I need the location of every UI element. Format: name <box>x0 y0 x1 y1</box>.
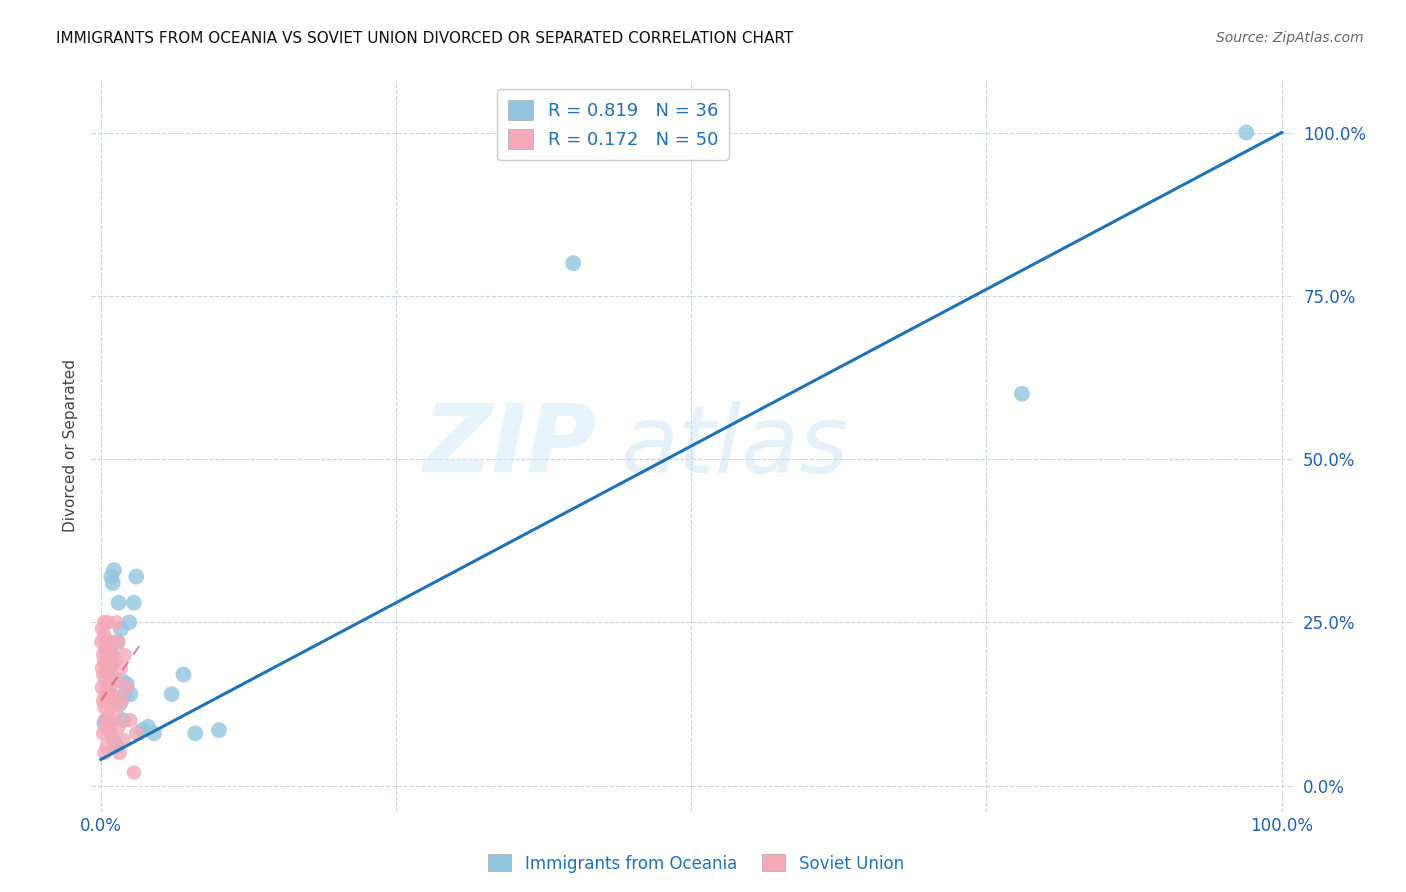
Point <box>111 674 134 689</box>
Point <box>114 687 136 701</box>
Text: ZIP: ZIP <box>423 400 596 492</box>
Point <box>105 674 128 689</box>
Point <box>91 648 114 662</box>
Point <box>122 596 145 610</box>
Point <box>93 746 115 760</box>
Point <box>94 687 117 701</box>
Point <box>91 726 114 740</box>
Point <box>97 615 120 630</box>
Point <box>105 739 128 754</box>
Point <box>125 726 148 740</box>
Point <box>98 720 121 734</box>
Point <box>120 714 142 728</box>
Point <box>114 648 136 662</box>
Point <box>93 700 115 714</box>
Point <box>184 726 207 740</box>
Point <box>100 648 122 662</box>
Point <box>94 714 117 728</box>
Point <box>98 681 121 695</box>
Point <box>93 655 115 669</box>
Point <box>97 648 120 662</box>
Point <box>91 622 114 636</box>
Point <box>1011 386 1033 401</box>
Point <box>112 714 135 728</box>
Point <box>120 687 142 701</box>
Point <box>104 736 127 750</box>
Point <box>115 681 138 695</box>
Legend: Immigrants from Oceania, Soviet Union: Immigrants from Oceania, Soviet Union <box>481 847 911 880</box>
Point <box>111 694 134 708</box>
Point <box>115 677 138 691</box>
Point <box>97 638 120 652</box>
Point <box>94 674 117 689</box>
Text: atlas: atlas <box>620 401 849 491</box>
Point <box>91 694 114 708</box>
Point <box>131 723 153 737</box>
Point <box>97 687 120 701</box>
Point <box>160 687 183 701</box>
Point <box>90 635 112 649</box>
Point <box>98 700 121 714</box>
Point <box>94 641 117 656</box>
Point <box>91 661 114 675</box>
Point <box>118 615 141 630</box>
Point <box>93 628 115 642</box>
Point <box>108 746 131 760</box>
Point <box>96 661 118 675</box>
Point <box>93 615 115 630</box>
Text: Source: ZipAtlas.com: Source: ZipAtlas.com <box>1216 31 1364 45</box>
Point <box>96 635 118 649</box>
Point <box>110 622 132 636</box>
Point <box>208 723 231 737</box>
Point <box>562 256 585 270</box>
Point <box>101 687 124 701</box>
Point <box>98 657 121 672</box>
Point <box>105 615 128 630</box>
Point <box>98 714 121 728</box>
Y-axis label: Divorced or Separated: Divorced or Separated <box>63 359 79 533</box>
Point <box>122 765 145 780</box>
Point <box>107 596 129 610</box>
Point <box>104 655 127 669</box>
Point <box>125 569 148 583</box>
Point <box>98 726 121 740</box>
Point <box>96 635 118 649</box>
Point <box>100 635 122 649</box>
Point <box>93 716 115 731</box>
Point <box>100 569 122 583</box>
Point <box>173 667 195 681</box>
Point <box>96 739 118 754</box>
Legend: R = 0.819   N = 36, R = 0.172   N = 50: R = 0.819 N = 36, R = 0.172 N = 50 <box>498 89 728 160</box>
Point <box>104 694 127 708</box>
Point <box>96 720 118 734</box>
Point <box>108 697 131 711</box>
Point <box>103 732 125 747</box>
Point <box>94 714 117 728</box>
Point <box>105 706 128 721</box>
Point <box>96 667 118 681</box>
Point <box>103 563 125 577</box>
Point <box>98 655 121 669</box>
Point <box>91 681 114 695</box>
Point <box>100 667 122 681</box>
Point <box>105 635 128 649</box>
Point <box>143 726 166 740</box>
Point <box>110 661 132 675</box>
Point <box>91 667 114 681</box>
Point <box>98 674 121 689</box>
Point <box>112 732 135 747</box>
Point <box>101 648 124 662</box>
Point <box>101 576 124 591</box>
Point <box>107 720 129 734</box>
Point <box>1234 126 1257 140</box>
Point <box>136 720 159 734</box>
Text: IMMIGRANTS FROM OCEANIA VS SOVIET UNION DIVORCED OR SEPARATED CORRELATION CHART: IMMIGRANTS FROM OCEANIA VS SOVIET UNION … <box>56 31 793 46</box>
Point <box>107 635 129 649</box>
